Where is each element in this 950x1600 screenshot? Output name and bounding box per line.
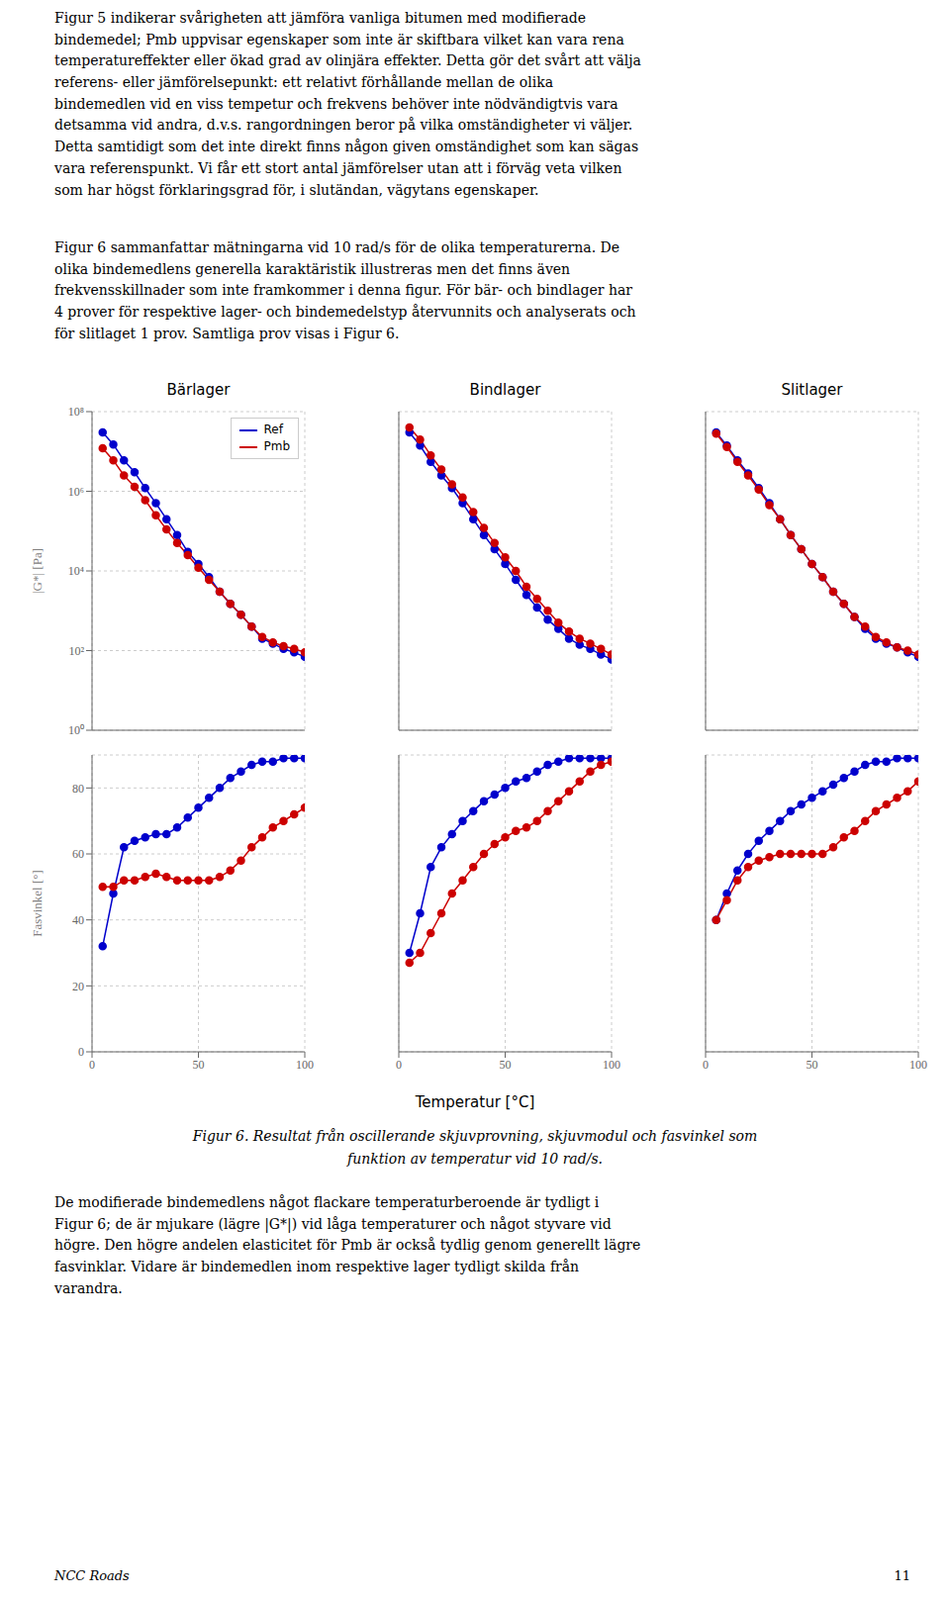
svg-text:10⁶: 10⁶ [68,484,85,499]
svg-text:20: 20 [72,979,85,994]
svg-text:100: 100 [295,1057,314,1072]
svg-text:|G*| [Pa]: |G*| [Pa] [29,548,45,594]
html-text:Pmb: Pmb [263,439,290,454]
html-text:Bärlager: Bärlager [166,380,231,399]
html-text:Slitlager: Slitlager [781,380,843,399]
html-text:Figur 6. Resultat från oscille: Figur 6. Resultat från oscillerande skju… [192,1128,758,1144]
svg-text:10⁴: 10⁴ [68,564,85,578]
html-text:De modifierade bindemedlens nå: De modifierade bindemedlens något flacka… [54,1194,641,1297]
html-text:Figur 6 sammanfattar mätningar: Figur 6 sammanfattar mätningarna vid 10 … [54,239,636,342]
svg-text:10⁰: 10⁰ [68,723,85,738]
svg-text:100: 100 [602,1057,621,1072]
html-text:Ref: Ref [263,422,283,437]
svg-text:50: 50 [806,1057,819,1072]
svg-text:0: 0 [89,1057,95,1072]
svg-text:80: 80 [72,781,85,796]
svg-text:50: 50 [499,1057,512,1072]
html-text:funktion av temperatur vid 10: funktion av temperatur vid 10 rad/s. [347,1150,603,1167]
html-text:11: 11 [894,1568,911,1584]
svg-text:0: 0 [78,1045,85,1059]
svg-text:40: 40 [72,913,85,928]
svg-text:Fasvinkel [°]: Fasvinkel [°] [29,869,45,938]
svg-text:0: 0 [395,1057,402,1072]
html-text:Figur 5 indikerar svårigheten: Figur 5 indikerar svårigheten att jämför… [54,9,642,198]
svg-text:50: 50 [192,1057,205,1072]
html-text:Temperatur [°C]: Temperatur [°C] [415,1093,535,1112]
svg-text:10⁸: 10⁸ [68,404,85,419]
svg-text:100: 100 [909,1057,928,1072]
html-text:NCC Roads: NCC Roads [54,1568,130,1584]
svg-text:60: 60 [72,847,85,861]
html-text:Bindlager: Bindlager [469,380,541,399]
svg-text:0: 0 [702,1057,709,1072]
svg-text:10²: 10² [68,644,85,659]
